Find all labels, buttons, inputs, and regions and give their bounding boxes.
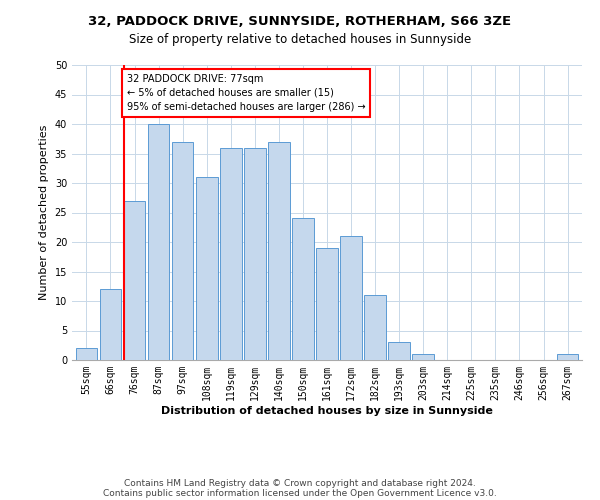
Bar	[364, 295, 386, 360]
Text: Contains HM Land Registry data © Crown copyright and database right 2024.: Contains HM Land Registry data © Crown c…	[124, 478, 476, 488]
Bar	[244, 148, 266, 360]
Bar	[220, 148, 242, 360]
Bar	[172, 142, 193, 360]
Bar	[292, 218, 314, 360]
Bar	[148, 124, 169, 360]
Bar	[196, 177, 218, 360]
Bar	[124, 200, 145, 360]
X-axis label: Distribution of detached houses by size in Sunnyside: Distribution of detached houses by size …	[161, 406, 493, 415]
Text: Size of property relative to detached houses in Sunnyside: Size of property relative to detached ho…	[129, 32, 471, 46]
Text: Contains public sector information licensed under the Open Government Licence v3: Contains public sector information licen…	[103, 488, 497, 498]
Text: 32 PADDOCK DRIVE: 77sqm
← 5% of detached houses are smaller (15)
95% of semi-det: 32 PADDOCK DRIVE: 77sqm ← 5% of detached…	[127, 74, 365, 112]
Bar	[557, 354, 578, 360]
Bar	[100, 289, 121, 360]
Bar	[388, 342, 410, 360]
Bar	[268, 142, 290, 360]
Y-axis label: Number of detached properties: Number of detached properties	[39, 125, 49, 300]
Bar	[76, 348, 97, 360]
Bar	[340, 236, 362, 360]
Bar	[316, 248, 338, 360]
Bar	[412, 354, 434, 360]
Text: 32, PADDOCK DRIVE, SUNNYSIDE, ROTHERHAM, S66 3ZE: 32, PADDOCK DRIVE, SUNNYSIDE, ROTHERHAM,…	[88, 15, 512, 28]
